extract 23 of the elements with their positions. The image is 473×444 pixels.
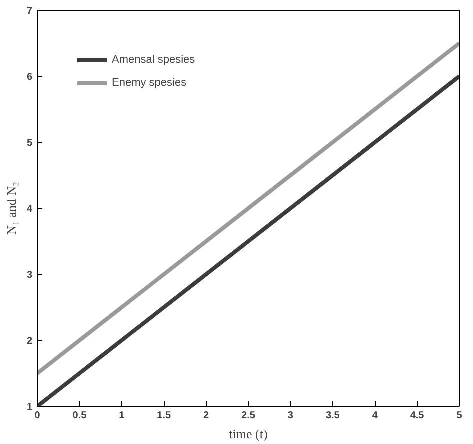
y-tick-label: 3 (26, 270, 33, 281)
x-tick-label: 5 (456, 410, 463, 422)
y-tick-label: 1 (26, 402, 33, 413)
x-axis-title: time (t) (229, 426, 268, 442)
y-tick-label: 6 (26, 72, 33, 83)
x-tick-label: 3.5 (326, 410, 340, 422)
x-tick-label: 2.5 (242, 410, 256, 422)
y-tick-label: 7 (26, 6, 33, 17)
line-series (38, 42, 460, 376)
y-tick-label: 4 (26, 204, 33, 215)
y-tick-label: 2 (26, 336, 33, 347)
x-tick-label: 1 (119, 410, 126, 422)
x-tick-label: 2 (204, 410, 210, 422)
y-axis-title: N₁ and N₂ (4, 182, 19, 236)
legend-label: Enemy spesies (112, 77, 187, 89)
legend-label: Amensal spesies (112, 54, 196, 66)
x-tick-label: 3 (288, 410, 294, 422)
y-tick-label: 5 (26, 138, 33, 149)
x-tick-label: 0.5 (72, 410, 88, 422)
x-tick-label: 1.5 (157, 410, 172, 422)
x-tick-label: 4 (372, 410, 378, 422)
x-tick-label: 4.5 (410, 410, 425, 422)
x-tick-label: 0 (34, 410, 41, 422)
